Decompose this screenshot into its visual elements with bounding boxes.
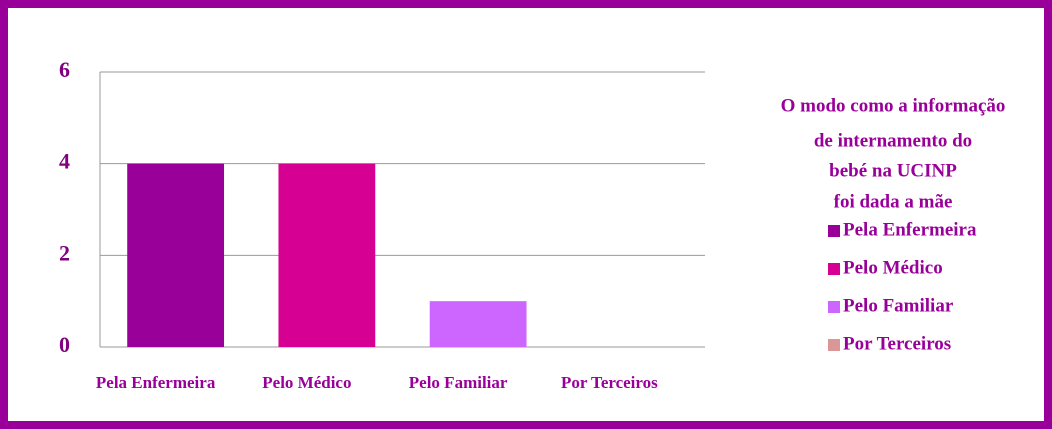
legend-swatch bbox=[828, 263, 840, 275]
x-tick-label: Pela Enfermeira bbox=[96, 373, 216, 392]
legend-title: foi dada a mãe bbox=[834, 191, 953, 212]
legend-label: Pelo Médico bbox=[843, 257, 943, 278]
legend-swatch bbox=[828, 225, 840, 237]
legend-title: bebé na UCINP bbox=[829, 160, 957, 181]
legend-swatch bbox=[828, 301, 840, 313]
legend-label: Pela Enfermeira bbox=[843, 219, 977, 240]
bar bbox=[127, 163, 225, 347]
legend-swatch bbox=[828, 339, 840, 351]
x-tick-label: Pelo Familiar bbox=[409, 373, 508, 392]
legend-label: Pelo Familiar bbox=[843, 295, 954, 316]
y-tick-label: 6 bbox=[59, 57, 70, 82]
y-tick-label: 0 bbox=[59, 332, 70, 357]
bar bbox=[278, 163, 376, 347]
x-tick-label: Por Terceiros bbox=[561, 373, 658, 392]
legend-title: O modo como a informação bbox=[781, 95, 1006, 116]
x-tick-label: Pelo Médico bbox=[262, 373, 351, 392]
bar bbox=[429, 301, 527, 347]
legend-label: Por Terceiros bbox=[843, 333, 951, 354]
y-tick-label: 4 bbox=[59, 149, 70, 174]
legend-title: de internamento do bbox=[814, 130, 972, 151]
y-tick-label: 2 bbox=[59, 240, 70, 265]
